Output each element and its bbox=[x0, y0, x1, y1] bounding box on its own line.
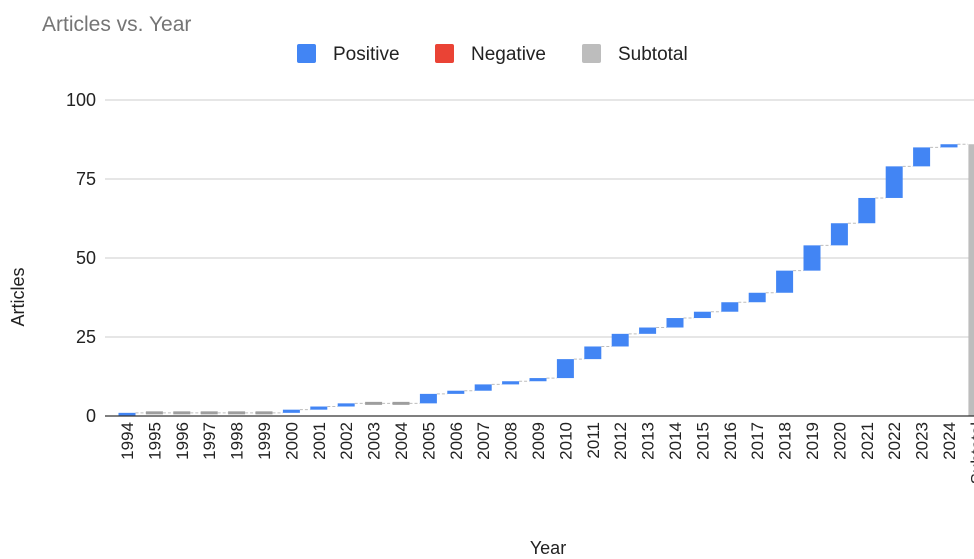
bar-2009 bbox=[529, 378, 547, 382]
x-tick-label-2010: 2010 bbox=[556, 422, 575, 460]
bar-2019 bbox=[803, 245, 821, 271]
x-tick-label-1997: 1997 bbox=[200, 422, 219, 460]
bar-2016 bbox=[721, 302, 739, 312]
x-tick-label-2014: 2014 bbox=[666, 422, 685, 460]
bar-2012 bbox=[611, 333, 629, 347]
legend: Positive Negative Subtotal bbox=[297, 44, 688, 65]
x-tick-label-2002: 2002 bbox=[337, 422, 356, 460]
bar-1999 bbox=[255, 411, 273, 415]
x-tick-label-2003: 2003 bbox=[365, 422, 384, 460]
x-tick-label-2005: 2005 bbox=[419, 422, 438, 460]
y-axis-title: Articles bbox=[8, 267, 28, 326]
bar-2020 bbox=[830, 223, 848, 246]
x-tick-label-1999: 1999 bbox=[255, 422, 274, 460]
legend-swatch-negative bbox=[435, 44, 454, 63]
x-tick-label-2018: 2018 bbox=[776, 422, 795, 460]
legend-item-subtotal: Subtotal bbox=[582, 44, 688, 65]
bar-2006 bbox=[447, 390, 465, 394]
x-tick-label-2011: 2011 bbox=[584, 422, 603, 459]
legend-label-subtotal: Subtotal bbox=[618, 44, 688, 65]
legend-item-positive: Positive bbox=[297, 44, 400, 65]
x-tick-label-2023: 2023 bbox=[913, 422, 932, 460]
bar-2011 bbox=[584, 346, 602, 360]
legend-item-negative: Negative bbox=[435, 44, 546, 65]
bar-2000 bbox=[282, 409, 300, 413]
x-tick-label-2019: 2019 bbox=[803, 422, 822, 460]
x-axis-title: Year bbox=[530, 538, 566, 558]
x-tick-label-2021: 2021 bbox=[858, 422, 877, 460]
chart-title: Articles vs. Year bbox=[42, 13, 192, 36]
legend-label-positive: Positive bbox=[333, 44, 400, 65]
bar-1994 bbox=[118, 412, 136, 416]
x-tick-label-2024: 2024 bbox=[940, 422, 959, 460]
x-axis-ticks: 1994 1995 1996 1997 1998 1999 2000 2001 2002 2003… bbox=[118, 422, 974, 484]
bar-2002 bbox=[337, 403, 355, 407]
bar-1998 bbox=[228, 411, 246, 415]
gridlines bbox=[105, 99, 974, 338]
bar-2008 bbox=[502, 381, 520, 385]
x-tick-label-1996: 1996 bbox=[173, 422, 192, 460]
x-tick-label-2001: 2001 bbox=[310, 422, 329, 460]
x-tick-label-2007: 2007 bbox=[474, 422, 493, 460]
x-tick-label-2008: 2008 bbox=[502, 422, 521, 460]
bar-2015 bbox=[693, 311, 711, 319]
x-tick-label-2012: 2012 bbox=[611, 422, 630, 460]
x-tick-label-1994: 1994 bbox=[118, 422, 137, 460]
bar-2005 bbox=[419, 393, 437, 404]
y-axis-ticks: 0 25 50 75 100 bbox=[66, 90, 96, 426]
bars bbox=[105, 143, 974, 417]
y-tick-label: 100 bbox=[66, 90, 96, 110]
legend-label-negative: Negative bbox=[471, 44, 546, 65]
bar-2018 bbox=[776, 270, 794, 293]
bar-2004 bbox=[392, 401, 410, 405]
x-tick-label-2009: 2009 bbox=[529, 422, 548, 460]
bar-subtotal bbox=[968, 144, 974, 417]
bar-1996 bbox=[173, 411, 191, 415]
bar-2013 bbox=[639, 327, 657, 334]
x-tick-label-2016: 2016 bbox=[721, 422, 740, 460]
x-tick-label-2006: 2006 bbox=[447, 422, 466, 460]
x-tick-label-2013: 2013 bbox=[639, 422, 658, 460]
bar-2014 bbox=[666, 318, 684, 328]
x-tick-label-2015: 2015 bbox=[693, 422, 712, 460]
legend-swatch-positive bbox=[297, 44, 316, 63]
bar-2022 bbox=[885, 166, 903, 198]
x-tick-label-1998: 1998 bbox=[228, 422, 247, 460]
y-tick-label: 50 bbox=[76, 248, 96, 268]
x-tick-label-2022: 2022 bbox=[885, 422, 904, 460]
y-tick-label: 0 bbox=[86, 406, 96, 426]
x-tick-label-2017: 2017 bbox=[748, 422, 767, 460]
bar-2024 bbox=[940, 144, 958, 148]
bar-2021 bbox=[858, 197, 876, 224]
x-tick-label-2004: 2004 bbox=[392, 422, 411, 460]
bar-1995 bbox=[145, 411, 163, 415]
y-tick-label: 75 bbox=[76, 169, 96, 189]
bar-2023 bbox=[913, 147, 931, 167]
bar-2010 bbox=[556, 359, 574, 379]
bar-2003 bbox=[365, 401, 383, 405]
x-tick-label-1995: 1995 bbox=[145, 422, 164, 460]
bar-1997 bbox=[200, 411, 218, 415]
x-tick-label-2000: 2000 bbox=[282, 422, 301, 460]
legend-swatch-subtotal bbox=[582, 44, 601, 63]
bar-2007 bbox=[474, 384, 492, 391]
bar-2017 bbox=[748, 292, 766, 303]
x-tick-label-2020: 2020 bbox=[830, 422, 849, 460]
x-tick-label-subtotal: Subtotal bbox=[967, 422, 974, 484]
bar-2001 bbox=[310, 406, 328, 410]
y-tick-label: 25 bbox=[76, 327, 96, 347]
